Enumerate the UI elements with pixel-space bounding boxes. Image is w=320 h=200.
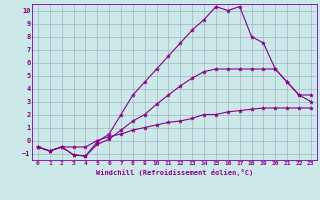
X-axis label: Windchill (Refroidissement éolien,°C): Windchill (Refroidissement éolien,°C) [96, 169, 253, 176]
